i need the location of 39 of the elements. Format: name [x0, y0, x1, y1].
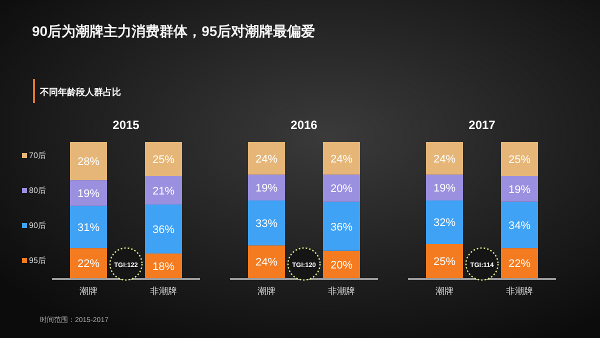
- data-label: 21%: [152, 185, 175, 198]
- data-label: 19%: [433, 182, 456, 195]
- data-label: 32%: [433, 217, 456, 230]
- legend-label: 70后: [29, 151, 46, 160]
- data-label: 20%: [330, 259, 353, 272]
- data-label: 25%: [152, 154, 175, 166]
- legend-label: 80后: [29, 186, 46, 195]
- data-label: 36%: [152, 224, 175, 236]
- data-label: 18%: [152, 260, 175, 273]
- x-tick-label: 非潮牌: [150, 286, 177, 296]
- x-tick-label: 潮牌: [436, 286, 454, 296]
- legend-label: 90后: [29, 221, 46, 230]
- legend-label: 95后: [29, 256, 46, 265]
- chart-title: 2016: [290, 118, 318, 132]
- data-label: 25%: [433, 256, 456, 268]
- data-label: 19%: [508, 184, 531, 196]
- x-tick-label: 非潮牌: [328, 286, 355, 296]
- data-label: 19%: [77, 188, 100, 200]
- data-label: 28%: [77, 156, 100, 168]
- data-label: 36%: [330, 221, 353, 234]
- text: 不同年龄段人群占比: [39, 87, 121, 97]
- chart-title: 2015: [112, 118, 140, 132]
- data-label: 22%: [508, 258, 531, 270]
- x-tick-label: 潮牌: [258, 286, 276, 296]
- data-label: 19%: [255, 182, 278, 195]
- data-label: 22%: [77, 258, 100, 270]
- data-label: 24%: [330, 153, 353, 166]
- data-label: 20%: [330, 183, 353, 196]
- chart-title: 2017: [468, 118, 496, 132]
- data-label: 34%: [508, 220, 531, 232]
- data-label: 33%: [255, 218, 278, 230]
- data-label: 24%: [255, 256, 278, 269]
- text: 90后为潮牌主力消费群体，95后对潮牌最偏爱: [32, 23, 316, 39]
- data-label: 24%: [255, 153, 278, 166]
- data-label: 31%: [77, 222, 100, 234]
- data-label: 25%: [508, 154, 531, 166]
- data-label: 24%: [433, 153, 456, 166]
- x-tick-label: 潮牌: [80, 286, 98, 296]
- x-tick-label: 非潮牌: [506, 286, 533, 296]
